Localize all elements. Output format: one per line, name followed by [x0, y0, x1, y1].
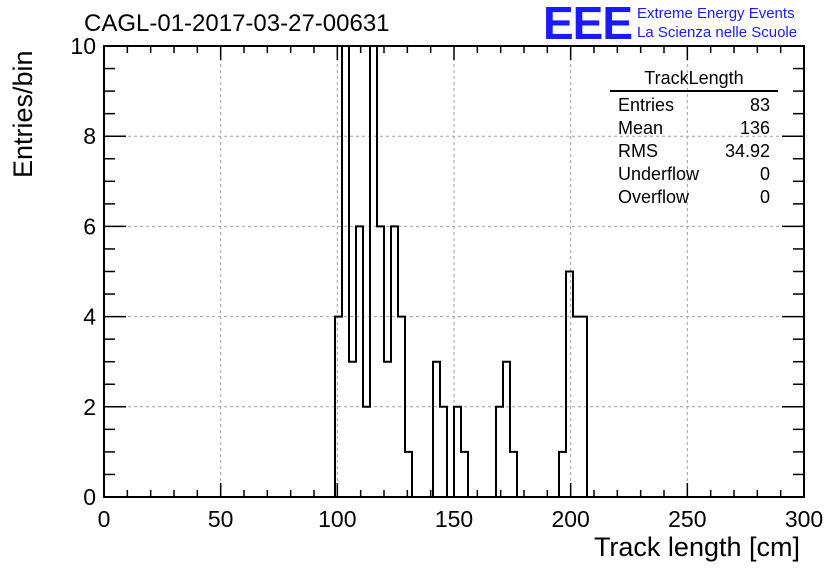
stats-row-entries: Entries 83: [610, 94, 778, 117]
stats-value: 83: [749, 95, 770, 115]
x-tick-label: 200: [551, 506, 589, 532]
stats-row-mean: Mean 136: [610, 117, 778, 140]
logo-line-2: La Scienza nelle Scuole: [637, 24, 798, 41]
y-tick-label: 10: [70, 33, 96, 59]
x-tick-label: 0: [98, 506, 111, 532]
stats-header: TrackLength: [610, 68, 778, 92]
stats-row-rms: RMS 34.92: [610, 140, 778, 163]
stats-value: 136: [739, 118, 770, 138]
eee-logo: EEE: [543, 0, 633, 49]
stats-value: 34.92: [724, 141, 770, 161]
stats-label: RMS: [618, 141, 658, 161]
y-tick-label: 0: [83, 484, 96, 510]
stats-value: 0: [759, 164, 770, 184]
axis-tick-labels: 0 50 100 150 200 250 300 0 2 4 6 8 10: [70, 33, 823, 532]
stats-label: Overflow: [618, 187, 690, 207]
stats-label: Mean: [618, 118, 664, 138]
x-axis-label: Track length [cm]: [593, 532, 800, 562]
y-tick-label: 4: [83, 304, 96, 330]
stats-box: TrackLength Entries 83 Mean 136 RMS 34.9…: [610, 68, 778, 209]
stats-row-overflow: Overflow 0: [610, 186, 778, 209]
axis-ticks: [103, 45, 805, 498]
eee-logo-text: Extreme Energy Events La Scienza nelle S…: [637, 4, 797, 42]
stats-label: Entries: [618, 95, 675, 115]
y-tick-label: 6: [83, 213, 96, 239]
stats-label: Underflow: [618, 164, 700, 184]
x-tick-label: 250: [668, 506, 706, 532]
stats-row-underflow: Underflow 0: [610, 163, 778, 186]
chart-title: CAGL-01-2017-03-27-00631: [84, 10, 390, 37]
x-tick-label: 100: [318, 506, 356, 532]
logo-line-1: Extreme Energy Events: [637, 5, 795, 22]
y-axis-label: Entries/bin: [8, 50, 38, 178]
stats-value: 0: [759, 187, 770, 207]
y-tick-label: 2: [83, 394, 96, 420]
y-tick-label: 8: [83, 123, 96, 149]
x-tick-label: 150: [435, 506, 473, 532]
x-tick-label: 50: [208, 506, 234, 532]
x-tick-label: 300: [785, 506, 823, 532]
